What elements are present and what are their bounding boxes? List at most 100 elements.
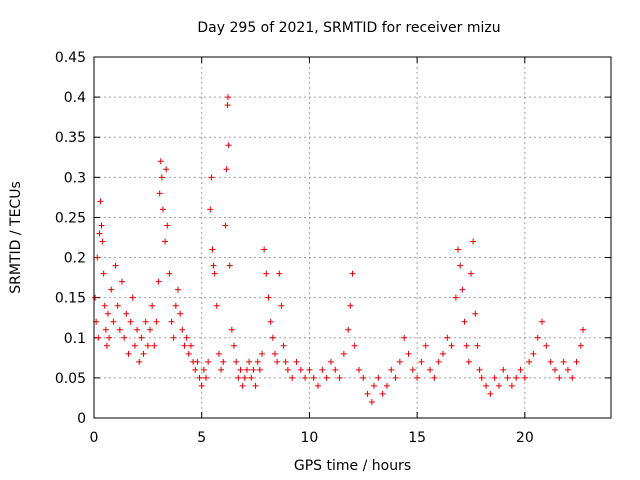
data-point bbox=[183, 334, 190, 341]
data-point bbox=[487, 390, 494, 397]
data-point bbox=[208, 174, 215, 181]
data-point bbox=[444, 334, 451, 341]
data-point bbox=[302, 374, 309, 381]
data-point bbox=[297, 366, 304, 373]
data-point bbox=[491, 374, 498, 381]
data-point bbox=[327, 358, 334, 365]
data-point bbox=[269, 334, 276, 341]
data-point bbox=[282, 358, 289, 365]
data-point bbox=[159, 206, 166, 213]
data-point bbox=[504, 374, 511, 381]
data-point bbox=[207, 206, 214, 213]
data-point bbox=[213, 302, 220, 309]
data-point bbox=[205, 358, 212, 365]
data-point bbox=[147, 326, 154, 333]
data-point bbox=[427, 366, 434, 373]
data-point bbox=[530, 350, 537, 357]
data-point bbox=[97, 198, 104, 205]
y-tick-label: 0.3 bbox=[64, 170, 86, 186]
data-point bbox=[409, 366, 416, 373]
data-point bbox=[210, 262, 217, 269]
data-point bbox=[336, 374, 343, 381]
data-point bbox=[569, 374, 576, 381]
data-point bbox=[360, 374, 367, 381]
data-point bbox=[235, 374, 242, 381]
data-point bbox=[162, 238, 169, 245]
data-point bbox=[495, 382, 502, 389]
data-point bbox=[223, 166, 230, 173]
data-point bbox=[250, 366, 257, 373]
y-tick-label: 0.25 bbox=[55, 210, 86, 226]
x-axis-label: GPS time / hours bbox=[294, 458, 411, 474]
data-point bbox=[463, 342, 470, 349]
data-point bbox=[179, 326, 186, 333]
data-point bbox=[379, 390, 386, 397]
data-point bbox=[543, 342, 550, 349]
data-point bbox=[168, 318, 175, 325]
data-point bbox=[271, 350, 278, 357]
data-point bbox=[226, 262, 233, 269]
data-point bbox=[116, 326, 123, 333]
data-point bbox=[95, 334, 102, 341]
data-point bbox=[158, 174, 165, 181]
data-point bbox=[112, 262, 119, 269]
data-point bbox=[556, 374, 563, 381]
data-point bbox=[483, 382, 490, 389]
x-tick-label: 20 bbox=[516, 430, 534, 446]
data-point bbox=[149, 302, 156, 309]
data-point bbox=[332, 366, 339, 373]
data-point bbox=[225, 142, 232, 149]
data-point bbox=[579, 326, 586, 333]
data-point bbox=[293, 358, 300, 365]
y-tick-label: 0.2 bbox=[64, 251, 86, 267]
data-point bbox=[222, 222, 229, 229]
data-point bbox=[233, 358, 240, 365]
data-point bbox=[157, 158, 164, 165]
data-point bbox=[310, 374, 317, 381]
data-point bbox=[142, 318, 149, 325]
x-tick-label: 15 bbox=[408, 430, 426, 446]
y-tick-labels: 0 0.05 0.1 0.15 0.2 0.25 0.3 0.35 0.4 0.45 bbox=[55, 50, 86, 427]
data-point bbox=[259, 350, 266, 357]
data-point bbox=[177, 310, 184, 317]
data-point bbox=[476, 366, 483, 373]
data-points bbox=[92, 94, 586, 405]
data-point bbox=[218, 366, 225, 373]
data-point bbox=[119, 278, 126, 285]
y-tick-label: 0.15 bbox=[55, 291, 86, 307]
data-point bbox=[573, 358, 580, 365]
data-point bbox=[306, 366, 313, 373]
data-point bbox=[131, 342, 138, 349]
data-point bbox=[280, 342, 287, 349]
data-point bbox=[175, 286, 182, 293]
y-tick-label: 0.45 bbox=[55, 50, 86, 66]
data-point bbox=[457, 262, 464, 269]
plot-frame bbox=[93, 56, 612, 419]
data-point bbox=[461, 318, 468, 325]
data-point bbox=[163, 166, 170, 173]
data-point bbox=[551, 366, 558, 373]
data-point bbox=[517, 366, 524, 373]
data-point bbox=[105, 310, 112, 317]
y-tick-label: 0 bbox=[77, 411, 86, 427]
data-point bbox=[96, 230, 103, 237]
data-point bbox=[371, 382, 378, 389]
data-point bbox=[209, 246, 216, 253]
data-point bbox=[418, 358, 425, 365]
data-point bbox=[198, 382, 205, 389]
data-point bbox=[203, 374, 210, 381]
data-point bbox=[224, 94, 231, 101]
data-point bbox=[151, 342, 158, 349]
data-point bbox=[261, 246, 268, 253]
data-point bbox=[431, 374, 438, 381]
data-point bbox=[465, 358, 472, 365]
data-point bbox=[194, 358, 201, 365]
data-point bbox=[351, 342, 358, 349]
data-point bbox=[215, 350, 222, 357]
data-point bbox=[136, 358, 143, 365]
data-point bbox=[248, 374, 255, 381]
data-point bbox=[156, 190, 163, 197]
data-point bbox=[256, 366, 263, 373]
data-point bbox=[276, 270, 283, 277]
